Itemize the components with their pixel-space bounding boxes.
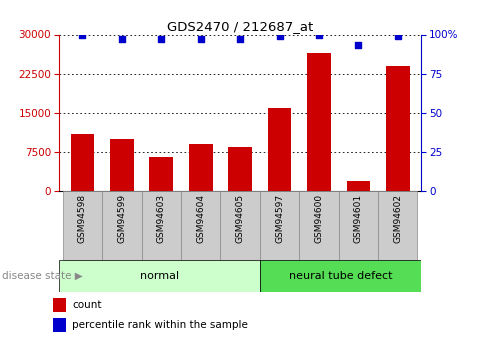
Text: neural tube defect: neural tube defect — [289, 271, 392, 281]
Bar — [59, 260, 260, 292]
Text: GSM94600: GSM94600 — [315, 194, 323, 243]
Bar — [307, 53, 331, 191]
Bar — [189, 144, 213, 191]
Bar — [63, 191, 102, 260]
Bar — [149, 157, 173, 191]
Text: GSM94598: GSM94598 — [78, 194, 87, 243]
Text: normal: normal — [140, 271, 179, 281]
Text: GSM94597: GSM94597 — [275, 194, 284, 243]
Text: percentile rank within the sample: percentile rank within the sample — [72, 320, 248, 330]
Bar — [181, 191, 220, 260]
Text: GSM94599: GSM94599 — [118, 194, 126, 243]
Point — [157, 37, 165, 42]
Text: GSM94601: GSM94601 — [354, 194, 363, 243]
Bar — [339, 191, 378, 260]
Bar — [260, 191, 299, 260]
Text: GSM94603: GSM94603 — [157, 194, 166, 243]
Title: GDS2470 / 212687_at: GDS2470 / 212687_at — [167, 20, 313, 33]
Text: GSM94604: GSM94604 — [196, 194, 205, 243]
Point — [315, 32, 323, 37]
Bar — [346, 181, 370, 191]
Point — [275, 33, 283, 39]
Text: GSM94605: GSM94605 — [236, 194, 245, 243]
Point — [236, 37, 244, 42]
Bar — [260, 260, 421, 292]
Bar — [102, 191, 142, 260]
Bar — [299, 191, 339, 260]
Text: disease state ▶: disease state ▶ — [2, 271, 83, 281]
Text: count: count — [72, 300, 101, 310]
Point — [197, 37, 205, 42]
Point — [354, 43, 362, 48]
Bar — [220, 191, 260, 260]
Bar — [142, 191, 181, 260]
Text: GSM94602: GSM94602 — [393, 194, 402, 243]
Bar — [71, 134, 94, 191]
Point — [394, 33, 402, 39]
Bar — [53, 318, 66, 332]
Bar — [228, 147, 252, 191]
Bar — [386, 66, 410, 191]
Bar — [53, 298, 66, 312]
Point — [78, 32, 86, 37]
Point — [118, 37, 126, 42]
Bar — [378, 191, 417, 260]
Bar — [110, 139, 134, 191]
Bar — [268, 108, 292, 191]
